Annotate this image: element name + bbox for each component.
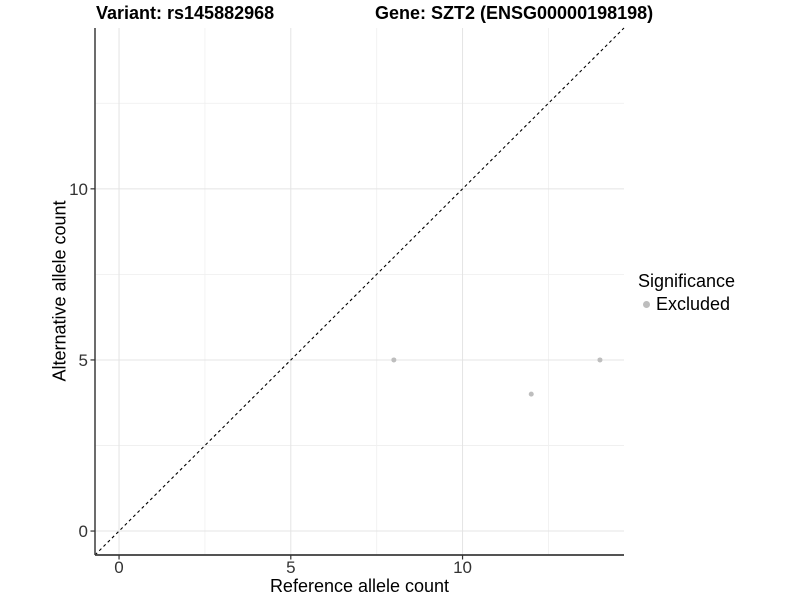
- x-tick-label: 5: [286, 558, 295, 577]
- legend-item-label: Excluded: [656, 294, 731, 314]
- y-tick-label: 0: [79, 522, 88, 541]
- legend-title: Significance: [638, 271, 736, 291]
- data-point: [391, 357, 397, 363]
- identity-line: [94, 27, 625, 556]
- data-point: [597, 357, 603, 363]
- x-tick-label: 10: [453, 558, 472, 577]
- data-point: [528, 391, 534, 397]
- plot-title-gene: Gene: SZT2 (ENSG00000198198): [375, 3, 654, 23]
- y-tick-label: 5: [79, 351, 88, 370]
- x-axis-title: Reference allele count: [269, 576, 450, 596]
- legend-item-excluded: Excluded: [638, 294, 735, 315]
- y-axis-title: Alternative allele count: [49, 200, 70, 382]
- legend-key-dot-icon: [643, 301, 650, 308]
- legend: Significance Excluded: [638, 270, 735, 315]
- x-tick-label: 0: [114, 558, 123, 577]
- plot-title-variant: Variant: rs145882968: [96, 3, 275, 23]
- y-tick-label: 10: [69, 180, 88, 199]
